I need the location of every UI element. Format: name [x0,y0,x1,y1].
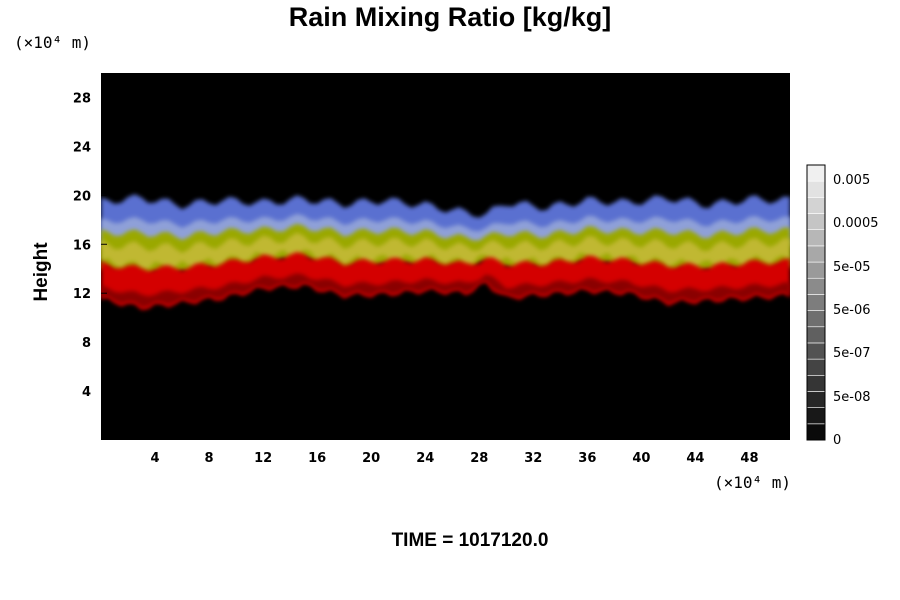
y-tick-label: 16 [73,238,91,253]
colorbar-label: 5e-08 [833,390,871,405]
y-tick-label: 28 [73,91,91,106]
x-tick-label: 44 [686,451,704,466]
y-tick-label: 12 [73,287,91,302]
time-label: TIME = 1017120.0 [391,530,549,551]
x-tick-label: 32 [524,451,542,466]
colorbar-swatch [806,164,826,182]
colorbar-swatch [806,358,826,376]
x-axis-unit: (×10⁴ m) [714,473,792,492]
colorbar-swatch [806,261,826,279]
colorbar-swatch [806,294,826,311]
x-tick-label: 20 [362,451,380,466]
colorbar-swatch [806,213,826,231]
colorbar: 0.005 0.0005 5e-05 5e-06 5e-07 5e-08 0 [806,164,879,448]
x-tick-label: 4 [151,451,160,466]
colorbar-swatch [806,310,826,328]
x-tick-label: 24 [416,451,434,466]
y-tick-label: 20 [73,189,91,204]
y-axis-unit: (×10⁴ m) [14,33,92,52]
x-tick-label: 28 [470,451,488,466]
chart-title: Rain Mixing Ratio [kg/kg] [288,2,612,32]
colorbar-swatch [806,197,826,214]
x-tick-label: 8 [205,451,214,466]
colorbar-swatch [806,423,826,441]
x-tick-label: 12 [254,451,272,466]
colorbar-swatch [806,180,826,198]
colorbar-label: 0 [833,433,841,448]
colorbar-label: 0.0005 [833,216,879,231]
x-tick-label: 16 [308,451,326,466]
colorbar-swatch [806,374,826,392]
colorbar-swatch [806,277,826,295]
colorbar-label: 5e-05 [833,260,871,275]
lower-shade [101,273,790,308]
x-tick-label: 48 [740,451,758,466]
rain-field [101,194,790,310]
colorbar-label: 5e-07 [833,346,871,361]
y-tick-label: 8 [82,336,91,351]
colorbar-swatch [806,407,826,425]
colorbar-swatch [806,229,826,247]
lower-layer [101,252,790,310]
colorbar-swatch [806,391,826,408]
y-tick-label: 24 [73,140,91,155]
colorbar-frame [806,164,826,441]
colorbar-swatch [806,342,826,360]
x-tick-label: 40 [632,451,650,466]
colorbar-swatch [806,326,826,344]
y-tick-label: 4 [82,385,91,400]
colorbar-label: 5e-06 [833,303,871,318]
x-tick-label: 36 [578,451,596,466]
colorbar-label: 0.005 [833,173,870,188]
colorbar-swatch [806,245,826,263]
